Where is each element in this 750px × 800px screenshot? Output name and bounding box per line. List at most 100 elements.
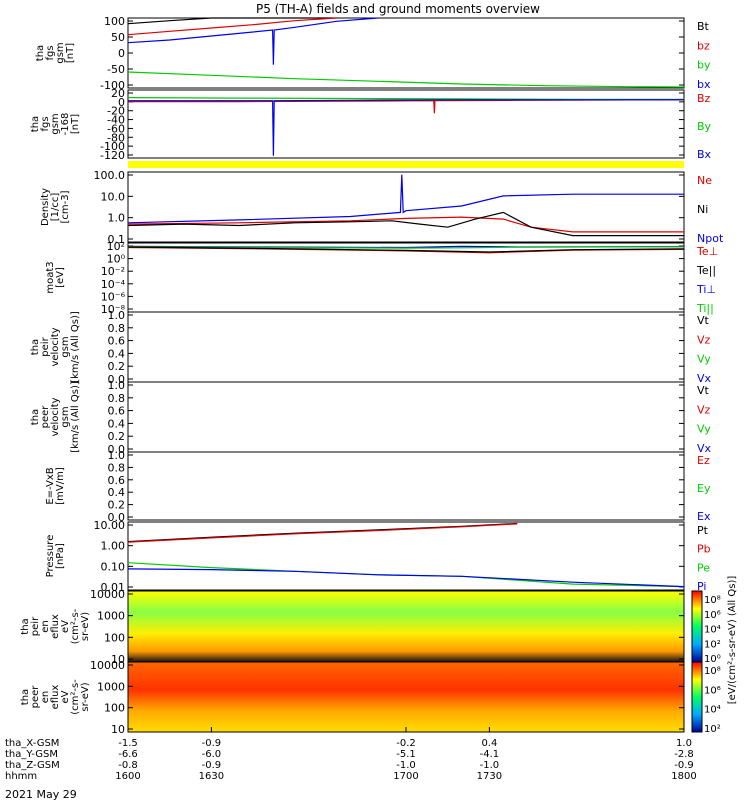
legend-label: Vy [697,353,711,366]
y-tick-label: 0.0 [108,443,126,456]
series-line-Ti|| [127,246,685,249]
y-axis-label: velocity [50,397,61,436]
y-tick-label: -20 [107,105,125,118]
y-axis-label: velocity [50,327,61,366]
y-tick-label: 0 [118,96,125,109]
colorbar-label: [eV/(cm²-s-sr-eV) (All Qs)] [727,576,738,705]
y-axis-label: fgs [45,45,56,60]
y-tick-label: 0.6 [108,335,126,348]
y-tick-label: 0.6 [108,405,126,418]
x-tick-label: 1800 [671,771,696,782]
series-line-Bt [127,17,337,25]
y-axis-label: Pressure [45,535,56,578]
y-tick-label: 0.2 [108,360,126,373]
y-tick-label: 100 [104,15,125,28]
y-tick-label: 10.00 [94,519,126,532]
y-axis-label: peir [40,336,51,356]
legend-label: By [697,120,712,133]
y-tick-label: 10⁻⁶ [101,290,126,303]
legend-label: Npot [697,232,724,245]
y-tick-label: 10⁻⁸ [101,303,126,316]
x-tick-label: -1.0 [396,760,416,771]
colorbar-tick-label: 10⁶ [704,685,721,696]
y-tick-label: 0.4 [108,347,126,360]
colorbar-tick-label: 10² [704,639,721,650]
x-tick-label: 1600 [115,771,140,782]
x-tick-label: -6.6 [118,749,138,760]
y-axis-label: tha [20,618,31,634]
y-tick-label: 1.0 [108,212,126,225]
y-tick-label: 1.0 [108,379,126,392]
status-bar [128,161,684,168]
panel-frame-peer_velocity [127,381,685,453]
y-tick-label: 1000 [97,610,125,623]
y-axis-label: sr-eV) [80,682,91,711]
y-axis-label: tha [35,45,46,61]
colorbar-tick-label: 10⁶ [704,610,721,621]
legend-label: Vz [697,403,711,416]
legend-label: Ey [697,482,711,495]
series-line-Te|| [127,246,685,253]
y-tick-label: 10⁻⁴ [101,278,126,291]
x-row-label: tha_X-GSM [5,738,59,749]
chart-title: P5 (TH-A) fields and ground moments over… [256,2,540,16]
y-tick-label: -120 [100,149,125,162]
y-axis-label: [nT] [65,43,76,63]
y-axis-label: en [40,691,51,704]
y-axis-label: moat3 [45,261,56,293]
y-tick-label: -40 [107,114,125,127]
y-axis-label: gsm [55,42,66,63]
series-line-bx [127,17,379,65]
y-axis-label: gsm [60,336,71,357]
legend-label: Ni [697,203,708,216]
colorbar-tick-label: 10⁴ [704,705,721,716]
y-axis-label: tha [30,116,41,132]
colorbar-tick-label: 10² [704,724,721,735]
x-tick-label: 1700 [393,771,418,782]
colorbar-tick-label: 10⁸ [704,595,721,606]
y-tick-label: 10 [111,723,125,736]
legend-label: by [697,59,711,72]
y-axis-label: -168 [60,113,71,136]
y-tick-label: 0.4 [108,486,126,499]
y-axis-label: eV [60,620,71,633]
x-row-label: tha_Z-GSM [5,760,60,771]
y-tick-label: -50 [107,63,125,76]
series-line-Pb [127,523,518,543]
panel-frame-density [127,171,685,243]
x-row-label: tha_Y-GSM [5,749,58,760]
y-axis-label: [1/cc] [50,193,61,222]
y-axis-label: [mV/m] [55,467,66,505]
legend-label: Vx [697,442,712,455]
y-axis-label: tha [20,689,31,705]
y-tick-label: 10000 [90,588,125,601]
y-axis-label: [eV] [55,267,66,288]
y-axis-label: tha [30,339,41,355]
panel-frame-efield [127,451,685,521]
y-tick-label: 50 [111,31,125,44]
colorbar-tick-label: 10⁴ [704,625,721,636]
y-tick-label: 0.8 [108,392,126,405]
y-axis-label: (cm²-s- [70,679,81,715]
legend-label: Pb [697,543,711,556]
series-line-bz [127,17,337,36]
series-line-Bx [128,99,684,156]
y-axis-label: peer [40,405,51,429]
y-tick-label: -100 [100,140,125,153]
panel-frame-peir_velocity [127,311,685,383]
y-axis-label: [cm-3] [60,190,71,223]
x-tick-label: -0.9 [202,760,222,771]
y-tick-label: 10⁻² [101,265,125,278]
series-line-Bz [128,99,685,114]
y-tick-label: 10⁰ [107,253,126,266]
legend-label: bz [697,39,710,52]
y-tick-label: 0.0 [108,373,126,386]
y-tick-label: 0.6 [108,474,126,487]
y-axis-label: gsm [60,406,71,427]
y-tick-label: 0.8 [108,461,126,474]
x-tick-label: -1.5 [118,738,138,749]
x-tick-label: -1.0 [480,760,500,771]
heatmap-peir_spec [128,591,684,662]
heatmap-peer_spec [128,662,684,732]
x-tick-label: -0.8 [118,760,138,771]
